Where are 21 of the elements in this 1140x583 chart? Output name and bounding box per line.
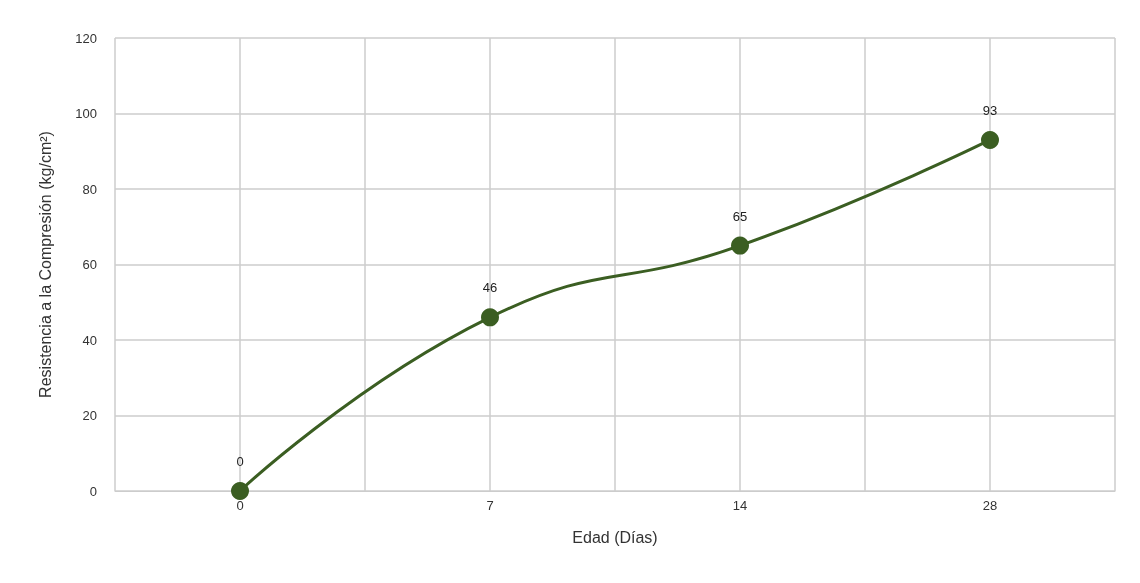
data-label: 65	[732, 208, 748, 224]
y-tick-label: 60	[82, 257, 97, 272]
data-label: 46	[482, 280, 498, 296]
y-tick-label: 100	[75, 106, 97, 121]
data-label: 0	[236, 454, 244, 469]
data-label: 93	[982, 102, 998, 118]
point	[481, 308, 499, 327]
y-tick-label: 120	[75, 30, 97, 46]
x-tick-label: 14	[732, 498, 748, 513]
x-tick-label: 7	[486, 498, 494, 513]
x-tick-label: 0	[236, 498, 244, 513]
x-axis-title: Edad (Días)	[572, 528, 658, 546]
point	[231, 482, 249, 500]
point	[981, 130, 999, 149]
y-tick-label: 40	[82, 332, 97, 348]
y-tick-label: 20	[82, 408, 97, 423]
y-tick-label: 80	[82, 181, 97, 197]
y-axis-title: Resistencia a la Compresión (kg/cm²)	[36, 131, 54, 398]
point	[731, 236, 749, 255]
y-tick-label: 0	[89, 483, 97, 499]
x-tick-label: 28	[982, 498, 998, 513]
